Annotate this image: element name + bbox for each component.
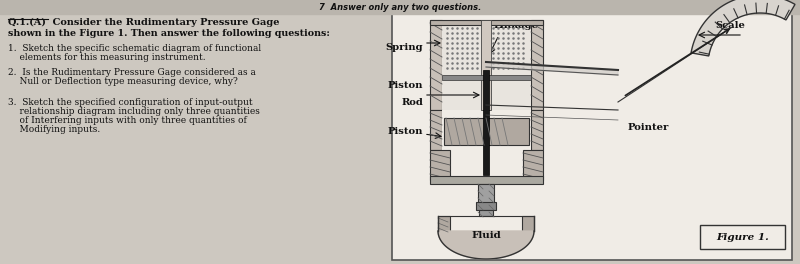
Text: 7  Answer only any two questions.: 7 Answer only any two questions. <box>319 2 481 12</box>
Bar <box>430 150 450 180</box>
Bar <box>438 216 450 231</box>
Bar <box>522 216 534 231</box>
Bar <box>479 210 493 216</box>
Text: shown in the Figure 1. Then answer the following questions:: shown in the Figure 1. Then answer the f… <box>8 29 330 38</box>
Bar <box>476 202 496 210</box>
Text: Piston: Piston <box>387 81 423 90</box>
Bar <box>531 20 543 110</box>
Text: 3.  Sketch the specified configuration of input-output: 3. Sketch the specified configuration of… <box>8 98 253 107</box>
Bar <box>478 184 494 205</box>
Text: Null or Deflection type measuring device, why?: Null or Deflection type measuring device… <box>8 77 238 86</box>
Text: elements for this measuring instrument.: elements for this measuring instrument. <box>8 53 206 62</box>
Bar <box>430 20 543 25</box>
Text: Scale: Scale <box>715 21 745 30</box>
Text: 2.  Is the Rudimentary Pressure Gage considered as a: 2. Is the Rudimentary Pressure Gage cons… <box>8 68 256 77</box>
Text: of Interfering inputs with only three quantities of: of Interfering inputs with only three qu… <box>8 116 246 125</box>
Bar <box>442 75 531 80</box>
Text: Pointer: Pointer <box>627 122 669 131</box>
Text: Figure 1.: Figure 1. <box>716 233 769 242</box>
Bar <box>442 25 531 110</box>
Text: relationship diagram including only three quantities: relationship diagram including only thre… <box>8 107 260 116</box>
Bar <box>444 118 529 145</box>
Bar <box>700 225 785 249</box>
Bar <box>430 110 442 150</box>
Text: Q.1.(A)  Consider the Rudimentary Pressure Gage: Q.1.(A) Consider the Rudimentary Pressur… <box>8 18 279 27</box>
Text: 1.  Sketch the specific schematic diagram of functional: 1. Sketch the specific schematic diagram… <box>8 44 261 53</box>
Text: Modifying inputs.: Modifying inputs. <box>8 125 100 134</box>
Bar <box>523 150 543 180</box>
Bar <box>442 110 531 150</box>
Bar <box>430 176 543 184</box>
Bar <box>0 0 800 14</box>
Text: Linkage: Linkage <box>494 21 539 30</box>
Text: Rod: Rod <box>401 98 423 107</box>
Polygon shape <box>438 231 534 259</box>
Text: Fluid: Fluid <box>471 232 501 241</box>
Bar <box>483 70 489 175</box>
Bar <box>392 13 792 260</box>
Polygon shape <box>691 0 795 56</box>
Bar <box>531 110 543 150</box>
Polygon shape <box>486 62 618 75</box>
Text: Piston: Piston <box>387 128 423 136</box>
Bar <box>481 20 491 110</box>
Text: Spring: Spring <box>386 44 423 53</box>
Bar <box>430 20 442 110</box>
